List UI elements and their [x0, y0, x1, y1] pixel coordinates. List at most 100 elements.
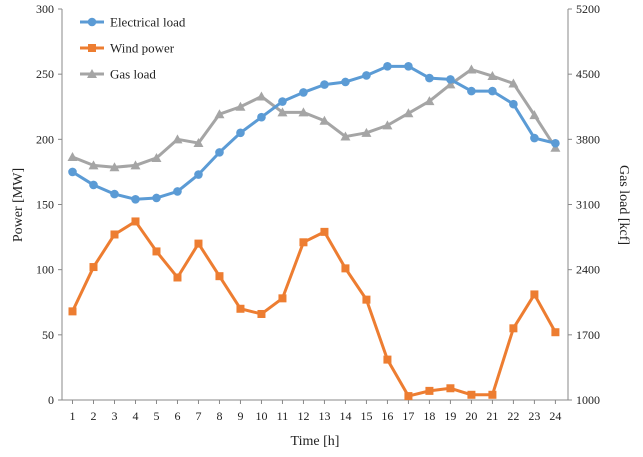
wind-power-line — [71, 219, 557, 398]
y2-tick-label: 2400 — [576, 263, 600, 277]
y-axis-title: Power [MW] — [11, 168, 26, 242]
x-tick-label: 4 — [132, 409, 138, 423]
x-axis-title: Time [h] — [291, 434, 340, 449]
gas-load-point — [340, 131, 351, 141]
electrical-load-point — [194, 170, 203, 179]
gas-load-point — [109, 162, 120, 172]
gas-load-point — [361, 127, 372, 137]
electrical-load-point — [362, 71, 371, 80]
gas-load-point — [529, 110, 540, 120]
electrical-load-point — [425, 73, 434, 83]
wind-power-point — [446, 384, 455, 393]
electrical-load-point — [341, 77, 350, 87]
wind-power-series — [68, 217, 560, 401]
wind-power-point — [110, 230, 119, 239]
y-tick-label: 300 — [36, 2, 54, 16]
electrical-load-point — [299, 88, 308, 97]
wind-power-point — [131, 217, 140, 226]
y-tick-label: 250 — [36, 67, 54, 81]
legend-item-electrical-load: Electrical load — [80, 15, 186, 30]
electrical-load-point — [89, 180, 98, 190]
gas-load-point — [445, 79, 456, 89]
y2-tick-label: 3800 — [576, 132, 600, 146]
wind-power-point — [194, 239, 203, 248]
legend-swatch-marker — [88, 44, 96, 52]
gas-load-series — [67, 64, 561, 172]
electrical-load-point — [488, 86, 497, 96]
electrical-load-point — [530, 133, 539, 143]
electrical-load-point — [257, 112, 266, 122]
wind-power-point — [488, 390, 497, 399]
wind-power-point — [551, 328, 560, 337]
y-tick-label: 50 — [42, 328, 54, 342]
gas-load-point — [319, 115, 330, 125]
gas-load-point — [88, 160, 99, 170]
x-tick-label: 7 — [195, 409, 201, 423]
gas-load-point — [466, 64, 477, 74]
x-tick-label: 15 — [360, 409, 372, 423]
x-tick-label: 17 — [402, 409, 414, 423]
wind-power-point — [236, 304, 245, 313]
legend-item-wind-power: Wind power — [80, 41, 175, 56]
electrical-load-point — [467, 86, 476, 96]
electrical-load-point — [173, 187, 182, 196]
y2-tick-label: 4500 — [576, 67, 600, 81]
y2-tick-label: 1000 — [576, 393, 600, 407]
legend-label: Gas load — [110, 67, 156, 82]
gas-load-point — [298, 107, 309, 117]
y-tick-label: 200 — [36, 132, 54, 146]
x-tick-label: 2 — [90, 409, 96, 423]
x-tick-label: 16 — [381, 409, 393, 423]
x-tick-label: 3 — [111, 409, 117, 423]
legend: Electrical load Wind power Gas load — [80, 15, 186, 82]
gas-load-point — [67, 152, 78, 162]
x-tick-label: 14 — [339, 409, 351, 423]
legend-label: Electrical load — [110, 15, 186, 30]
wind-power-point — [89, 263, 98, 272]
electrical-load-point — [551, 138, 560, 148]
wind-power-point — [362, 295, 371, 304]
y2-tick-label: 5200 — [576, 2, 600, 16]
wind-power-point — [320, 227, 329, 236]
electrical-load-point — [278, 97, 287, 106]
electrical-load-line — [71, 64, 556, 201]
x-tick-label: 13 — [318, 409, 330, 423]
electrical-load-point — [152, 193, 161, 203]
electrical-load-point — [404, 62, 413, 71]
electrical-load-point — [320, 80, 329, 89]
y-tick-label: 100 — [36, 263, 54, 277]
x-tick-label: 22 — [507, 409, 519, 423]
electrical-load-point — [110, 189, 119, 199]
wind-power-point — [530, 290, 539, 299]
wind-power-point — [404, 392, 413, 401]
series-layer — [67, 62, 561, 401]
wind-power-point — [257, 309, 266, 318]
electrical-load-point — [236, 128, 245, 138]
legend-item-gas-load: Gas load — [80, 67, 156, 82]
wind-power-point — [383, 355, 392, 364]
wind-power-point — [215, 272, 224, 281]
electrical-load-point — [131, 194, 140, 204]
electrical-load-series — [68, 62, 560, 204]
gas-load-point — [130, 160, 141, 170]
wind-power-point — [467, 390, 476, 399]
x-tick-label: 11 — [277, 409, 289, 423]
gas-load-point — [193, 138, 204, 148]
wind-power-point — [68, 307, 77, 316]
wind-power-point — [152, 247, 161, 256]
gas-load-point — [256, 91, 267, 101]
wind-power-point — [341, 264, 350, 273]
x-tick-label: 24 — [549, 409, 561, 423]
gas-load-point — [151, 152, 162, 162]
wind-power-point — [173, 273, 182, 282]
x-tick-label: 6 — [174, 409, 180, 423]
x-tick-label: 21 — [486, 409, 498, 423]
wind-power-point — [425, 386, 434, 395]
y2-tick-label: 1700 — [576, 328, 600, 342]
x-tick-label: 10 — [255, 409, 267, 423]
gas-load-line — [71, 68, 557, 169]
x-tick-label: 18 — [423, 409, 435, 423]
gas-load-point — [403, 108, 414, 118]
electrical-load-point — [68, 167, 77, 177]
